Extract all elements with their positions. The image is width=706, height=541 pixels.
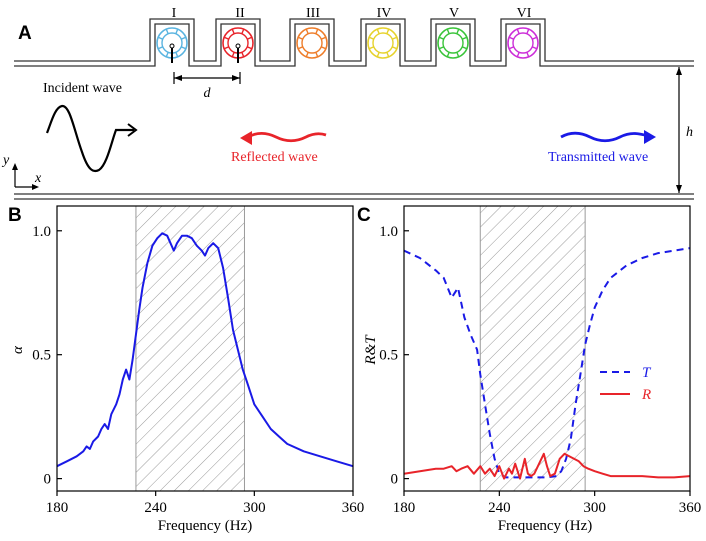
chart-c-xtick-label: 360 — [679, 500, 702, 516]
chart-c-xtick-label: 300 — [583, 500, 606, 516]
d-label: d — [204, 86, 212, 101]
chart-c-ytick-label: 0.5 — [379, 348, 398, 364]
chart-c-ylabel: R&T — [363, 334, 379, 366]
transmitted-wave-arrowhead — [644, 130, 656, 144]
panel-a: A I II III IV V VI d h — [1, 6, 694, 200]
resonator-4 — [367, 27, 399, 59]
resonator-label-4: IV — [377, 6, 392, 21]
top-wall-inner — [14, 23, 694, 67]
resonator-6 — [507, 27, 539, 59]
chart-c: 180 240 300 360 0 0.5 1.0 TR — [379, 205, 702, 516]
chart-b-ytick-label: 0 — [44, 472, 52, 488]
resonator-label-6: VI — [517, 6, 532, 21]
axis-y-label: y — [1, 153, 10, 168]
chart-b-ytick-label: 0.5 — [32, 348, 51, 364]
chart-c-legend-label-t: T — [642, 365, 652, 381]
chart-c-ytick-label: 0 — [391, 472, 399, 488]
panel-b: B 180 240 300 360 0 0.5 1.0 Frequency (Hz) α — [8, 205, 364, 534]
chart-b-series-α — [56, 232, 354, 468]
panel-c: C 180 240 300 360 0 0.5 1.0 TR Frequency (Hz) R… — [357, 205, 701, 534]
chart-c-frame — [403, 205, 691, 492]
chart-b-xtick-label: 180 — [46, 500, 69, 516]
chart-b-xlabel: Frequency (Hz) — [158, 518, 253, 534]
incident-wave-label: Incident wave — [43, 81, 122, 96]
resonator-label-1: I — [172, 6, 177, 21]
chart-c-legend-label-r: R — [641, 387, 651, 403]
chart-b-shaded-band — [135, 205, 245, 492]
transmitted-wave — [560, 131, 649, 143]
resonator-label-2: II — [235, 6, 245, 21]
reflected-wave-label: Reflected wave — [231, 150, 318, 165]
chart-c-series-r — [403, 452, 691, 480]
resonator-1 — [156, 27, 188, 63]
resonator-3 — [296, 27, 328, 59]
resonator-label-5: V — [449, 6, 459, 21]
panel-a-letter: A — [18, 23, 32, 44]
chart-c-xlabel: Frequency (Hz) — [498, 518, 593, 534]
chart-c-ytick-label: 1.0 — [379, 224, 398, 240]
chart-b-ytick-label: 1.0 — [32, 224, 51, 240]
chart-b-xtick-label: 300 — [243, 500, 266, 516]
chart-b: 180 240 300 360 0 0.5 1.0 — [32, 205, 365, 516]
coordinate-axes — [12, 163, 39, 190]
resonators — [156, 27, 539, 63]
chart-b-xtick-label: 240 — [144, 500, 167, 516]
d-spacing — [173, 72, 241, 84]
chart-c-series-t — [403, 247, 691, 479]
chart-b-frame — [56, 205, 354, 492]
incident-wave — [45, 104, 134, 173]
resonator-2 — [222, 27, 254, 63]
chart-c-shaded-band — [479, 205, 586, 492]
reflected-wave — [245, 131, 327, 143]
chart-c-xtick-label: 180 — [393, 500, 416, 516]
transmitted-wave-label: Transmitted wave — [548, 150, 648, 165]
incident-wave-arrowhead — [127, 123, 138, 137]
panel-b-letter: B — [8, 205, 22, 226]
resonator-label-3: III — [306, 6, 320, 21]
h-label: h — [686, 125, 693, 140]
reflected-wave-arrowhead — [240, 131, 252, 145]
top-wall-outer — [14, 18, 694, 62]
chart-c-xtick-label: 240 — [488, 500, 511, 516]
chart-b-ylabel: α — [10, 345, 26, 354]
h-dimension — [676, 67, 682, 193]
resonator-5 — [437, 27, 469, 59]
chart-b-xtick-label: 360 — [342, 500, 365, 516]
panel-c-letter: C — [357, 205, 371, 226]
axis-x-label: x — [34, 171, 42, 186]
